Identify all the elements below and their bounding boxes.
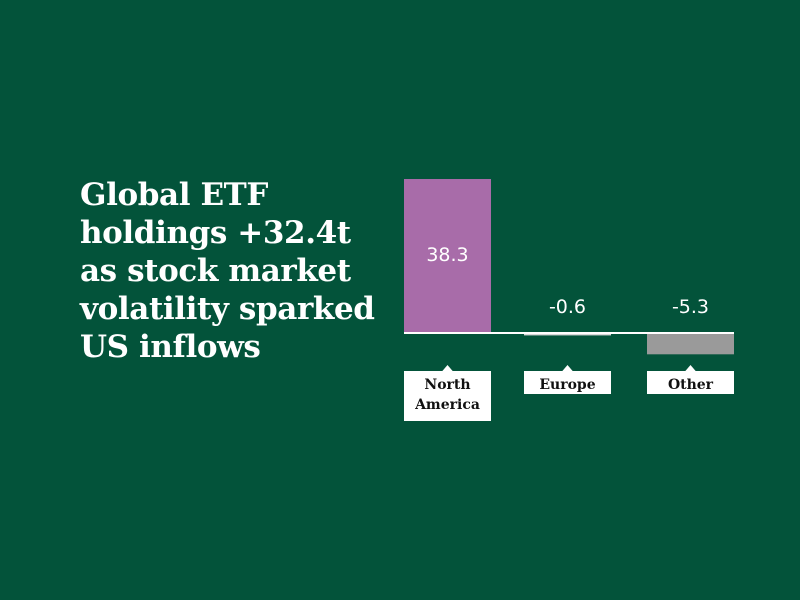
bar — [404, 179, 491, 333]
category-label: Other — [668, 377, 714, 393]
category-label-pointer — [684, 365, 697, 372]
bar — [647, 333, 734, 355]
category-label: North — [424, 377, 470, 393]
data-label: -0.6 — [549, 296, 586, 318]
category-label-box — [647, 371, 734, 394]
data-label: 38.3 — [426, 244, 468, 266]
data-label: -5.3 — [672, 296, 709, 318]
category-label-pointer — [561, 365, 574, 372]
headline-line: volatility sparked — [80, 291, 375, 327]
headline-line: holdings +32.4t — [80, 215, 351, 251]
category-label-box — [524, 371, 611, 394]
bar — [524, 333, 611, 336]
category-label-pointer — [441, 365, 454, 372]
headline-line: as stock market — [80, 253, 351, 289]
headline-line: Global ETF — [80, 177, 268, 213]
category-label-box — [404, 371, 491, 421]
category-label: America — [414, 397, 480, 413]
headline: Global ETF holdings +32.4t as stock mark… — [80, 176, 400, 366]
headline-line: US inflows — [80, 329, 261, 365]
category-label: Europe — [539, 377, 595, 393]
